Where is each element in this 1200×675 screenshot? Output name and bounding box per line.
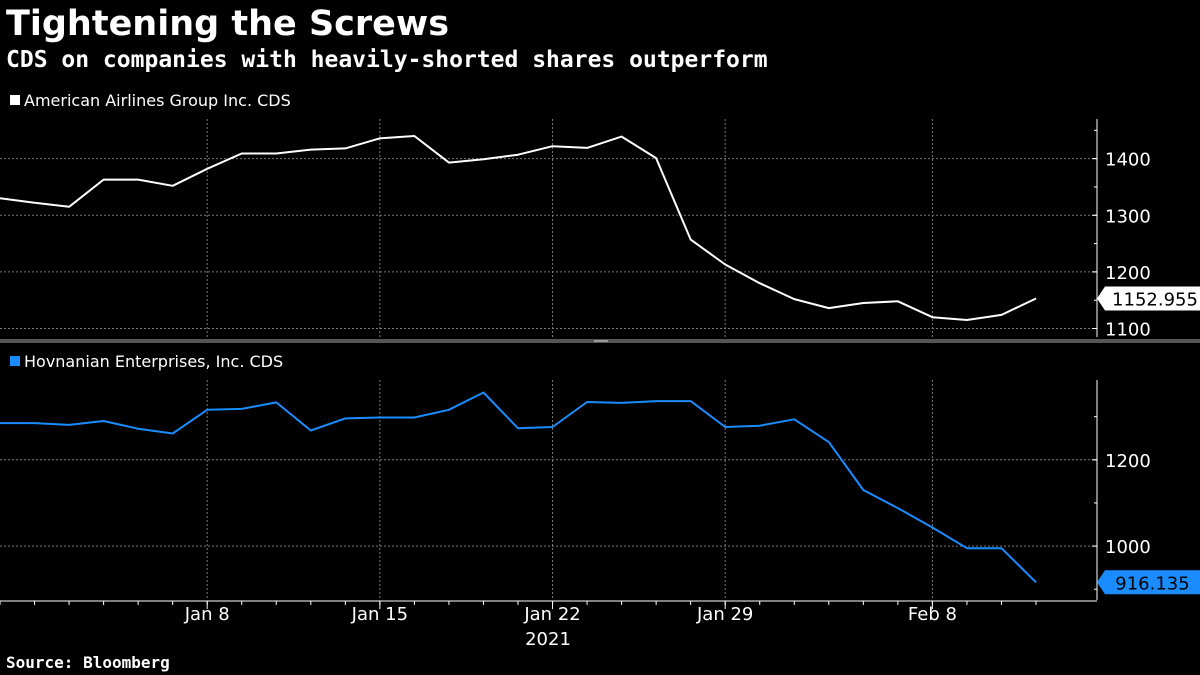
top-gridlines (0, 119, 1097, 337)
last-value-text: 916.135 (1115, 573, 1189, 594)
y-tick-label: 1200 (1105, 451, 1151, 472)
last-value-box (1097, 570, 1200, 595)
bottom-last-value: 916.135 (1097, 570, 1200, 595)
last-value-text: 1152.955 (1112, 290, 1198, 311)
y-tick-label: 1000 (1105, 537, 1151, 558)
divider-handle[interactable] (594, 340, 608, 342)
top-last-value: 1152.955 (1097, 286, 1200, 311)
x-axis: Jan 8 Jan 15 Jan 22 Jan 29 Feb 8 (0, 600, 1097, 625)
bottom-gridlines (0, 380, 1097, 600)
bottom-series (0, 391, 1037, 584)
y-tick-label: 1300 (1105, 206, 1151, 227)
top-series (0, 135, 1037, 321)
y-tick-label: 1100 (1105, 320, 1151, 341)
bottom-y-axis: 1000 1200 (1092, 380, 1151, 600)
series-line (0, 135, 1037, 321)
x-tick-label: Feb 8 (908, 604, 957, 625)
source-note: Source: Bloomberg (6, 653, 170, 672)
x-tick-label: Jan 8 (184, 604, 230, 625)
legend-label-aal: American Airlines Group Inc. CDS (24, 91, 291, 110)
chart-subtitle: CDS on companies with heavily-shorted sh… (6, 47, 768, 73)
x-tick-label: Jan 29 (696, 604, 753, 625)
top-y-axis: 1100 1200 1300 1400 (1092, 119, 1151, 341)
y-tick-label: 1200 (1105, 263, 1151, 284)
legend-swatch-hov (10, 356, 20, 366)
top-panel: American Airlines Group Inc. CDS 1100 120… (0, 91, 1200, 341)
y-tick-label: 1400 (1105, 150, 1151, 171)
chart-title: Tightening the Screws (6, 4, 450, 44)
x-tick-label: Jan 15 (351, 604, 408, 625)
legend-swatch-aal (10, 95, 20, 105)
legend-label-hov: Hovnanian Enterprises, Inc. CDS (24, 352, 283, 371)
bottom-panel: Hovnanian Enterprises, Inc. CDS 1000 1200… (0, 352, 1200, 600)
last-value-box (1097, 286, 1200, 311)
series-line (0, 391, 1037, 584)
x-year-label: 2021 (525, 629, 571, 650)
x-tick-label: Jan 22 (523, 604, 580, 625)
